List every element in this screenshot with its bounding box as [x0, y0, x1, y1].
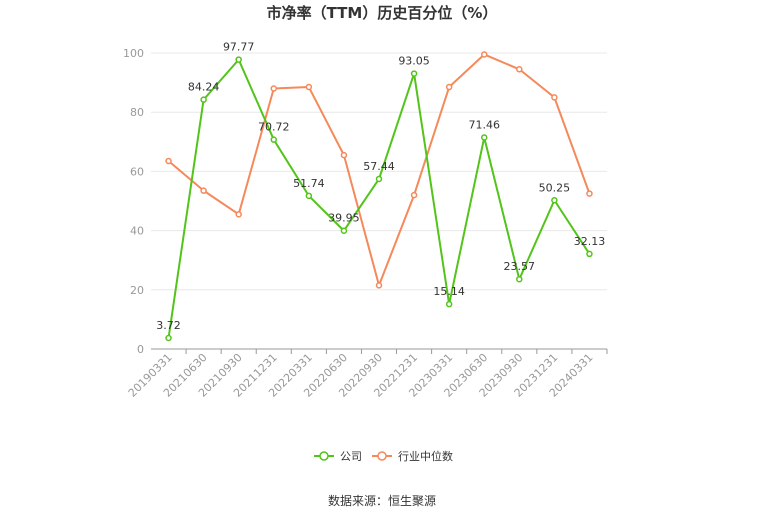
data-label: 84.24	[188, 81, 220, 94]
legend-label: 公司	[340, 450, 362, 463]
y-tick-label: 0	[137, 343, 144, 356]
data-point[interactable]	[480, 51, 488, 58]
legend-marker-icon	[377, 451, 387, 461]
data-label: 3.72	[156, 319, 181, 332]
data-point[interactable]	[200, 96, 207, 103]
data-point[interactable]	[270, 85, 278, 92]
data-label: 57.44	[363, 160, 395, 173]
legend-marker-icon	[319, 451, 329, 461]
y-tick-label: 100	[123, 47, 144, 60]
data-point[interactable]	[375, 175, 383, 183]
data-point[interactable]	[305, 83, 313, 91]
data-point[interactable]	[235, 56, 242, 63]
data-point[interactable]	[340, 151, 348, 159]
data-label: 23.57	[504, 260, 536, 273]
data-point[interactable]	[551, 94, 558, 101]
data-label: 70.72	[258, 121, 290, 134]
data-point[interactable]	[305, 192, 313, 200]
legend[interactable]: 公司 行业中位数	[314, 449, 453, 463]
y-tick-label: 40	[130, 225, 144, 238]
data-point[interactable]	[270, 136, 278, 143]
data-point[interactable]	[445, 300, 453, 308]
data-label: 51.74	[293, 177, 325, 190]
legend-label: 行业中位数	[398, 449, 453, 463]
data-label: 50.25	[539, 181, 571, 194]
axes: 0204060801002019033120210630202109302021…	[123, 47, 608, 400]
y-tick-label: 80	[130, 106, 144, 119]
y-tick-label: 20	[130, 284, 144, 297]
data-point[interactable]	[235, 211, 242, 218]
grid	[151, 52, 607, 291]
data-label: 39.95	[328, 212, 360, 225]
data-label: 97.77	[223, 41, 255, 54]
data-labels: 3.72 84.24 97.77 70.72 51.74 39.95 57.44 93.05 1…	[156, 41, 605, 332]
data-point[interactable]	[340, 227, 348, 234]
data-point[interactable]	[200, 187, 207, 194]
data-point[interactable]	[410, 70, 418, 77]
data-label: 93.05	[398, 55, 430, 68]
data-label: 71.46	[468, 118, 500, 131]
data-point[interactable]	[445, 83, 453, 91]
data-point[interactable]	[480, 134, 488, 141]
data-point[interactable]	[516, 275, 523, 283]
data-point[interactable]	[165, 157, 172, 165]
source-note: 数据来源：恒生聚源	[328, 493, 436, 508]
series-line	[167, 58, 591, 339]
data-point[interactable]	[586, 190, 593, 197]
legend-item-industry-median[interactable]: 行业中位数	[372, 449, 453, 463]
series-layer	[165, 51, 593, 342]
data-point[interactable]	[165, 334, 172, 342]
data-label: 32.13	[574, 235, 606, 248]
data-point[interactable]	[551, 197, 558, 204]
y-tick-label: 60	[130, 165, 144, 178]
data-point[interactable]	[516, 66, 523, 73]
data-point[interactable]	[586, 250, 593, 258]
data-point[interactable]	[410, 191, 418, 199]
chart-title: 市净率（TTM）历史百分位（%）	[267, 4, 498, 22]
legend-item-company[interactable]: 公司	[314, 450, 362, 463]
data-point[interactable]	[375, 282, 383, 289]
data-label: 15.14	[433, 285, 465, 298]
